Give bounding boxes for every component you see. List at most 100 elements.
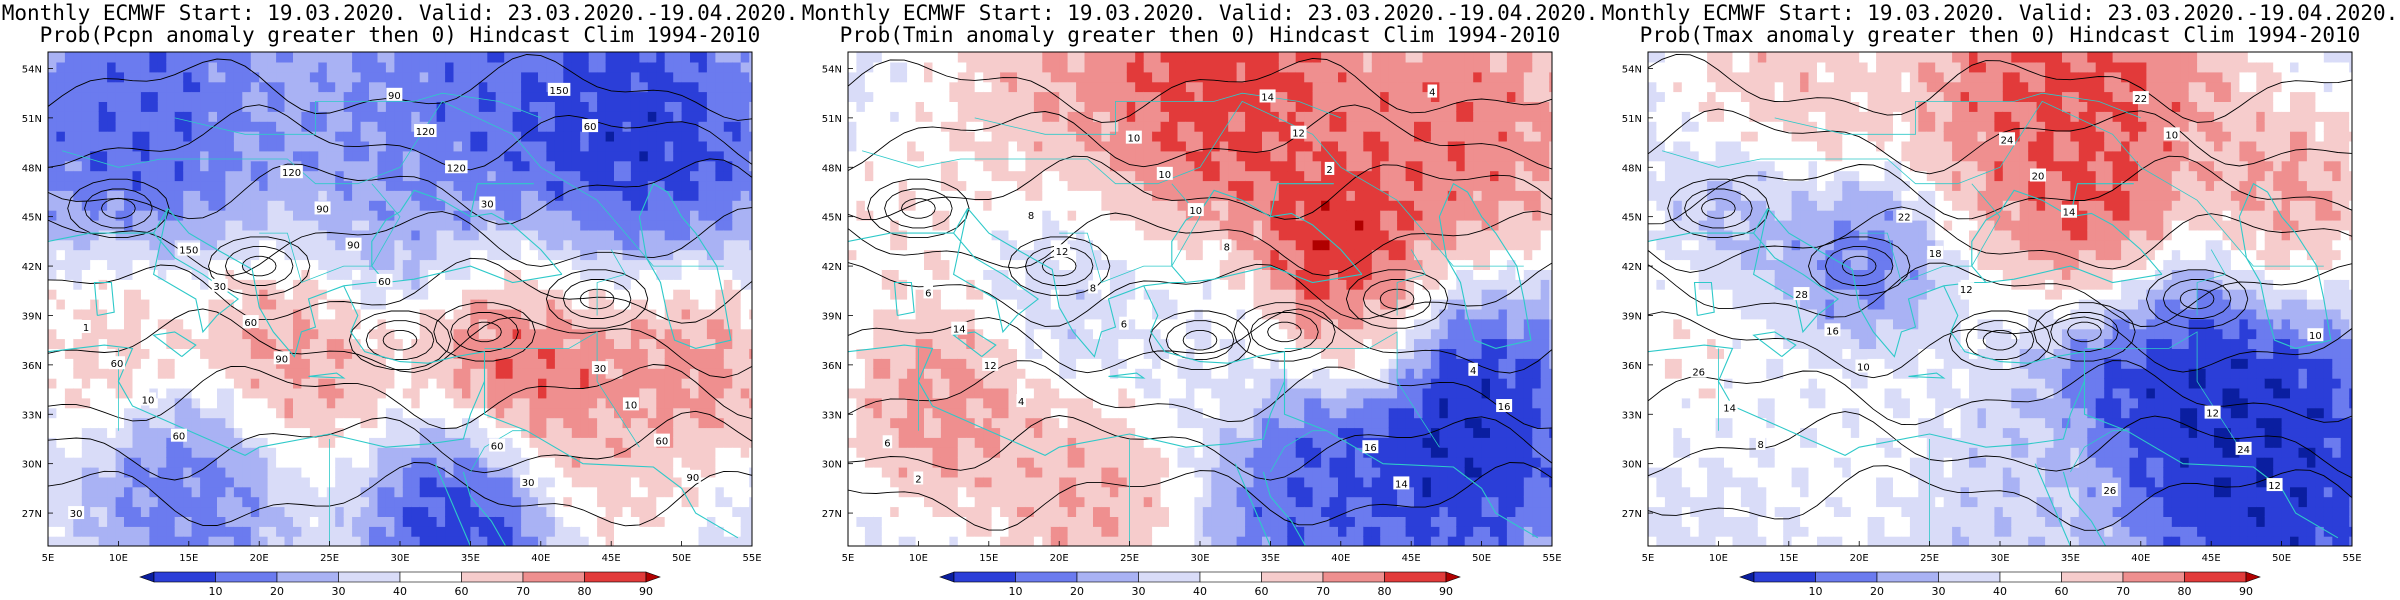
coastlines (1648, 92, 2339, 546)
contour-ring (84, 188, 153, 229)
contour-label-bg (2307, 328, 2324, 342)
contour-ring (101, 198, 136, 219)
contour-label: 6 (884, 438, 890, 449)
colorbar-segment (1876, 571, 1939, 583)
contour-label: 6 (925, 288, 931, 299)
colorbar-segment (953, 571, 1016, 583)
coastline (1438, 182, 1532, 349)
colorbar-segment (1015, 571, 1078, 583)
country-border (259, 183, 401, 284)
contour-label: 150 (550, 86, 569, 97)
contour-label-bg (314, 201, 331, 215)
lat-label: 54N (22, 64, 42, 75)
colorbar-segment (1076, 571, 1139, 583)
contour-label-bg (81, 319, 91, 333)
contour-ring (1841, 255, 1877, 277)
coastline (2034, 463, 2071, 546)
coastline (848, 285, 1286, 457)
colorbar-segment (1753, 571, 1816, 583)
contour-label-bg (68, 506, 85, 520)
map-panel-precipitation: 30 60 90 60 30 60 90 10 60 90 120 150 60 60 30 90 120 30 1… (0, 0, 800, 600)
contour-ring (1362, 279, 1432, 319)
lon-label: 45E (602, 553, 621, 564)
colorbar-tick-label: 60 (455, 585, 469, 598)
contour-label-bg (139, 392, 156, 406)
contour-ring (1701, 198, 1736, 219)
contour-label-bg (2030, 168, 2047, 182)
contour-ring (1948, 310, 2052, 370)
contour-label-bg (1290, 125, 1307, 139)
lon-axis: 5E 10E 15E 20E 25E 30E 35E 40E 45E 50E 55E (42, 541, 762, 564)
contour-label: 60 (491, 442, 504, 453)
country-border (484, 331, 640, 448)
contour-label-bg (1427, 84, 1438, 98)
coastline (1234, 463, 1271, 546)
contour-label: 8 (1028, 211, 1034, 222)
lat-label: 30N (22, 460, 42, 471)
probability-shading (848, 52, 1552, 546)
contour-label: 24 (2237, 445, 2250, 456)
lon-label: 15E (979, 553, 998, 564)
contour-label-bg (489, 438, 506, 452)
contour-label-bg (1125, 130, 1142, 144)
colorbar-segment (1199, 571, 1262, 583)
contour-label: 120 (447, 163, 466, 174)
contour-ring (1148, 310, 1252, 370)
colorbar-tick-label: 60 (1255, 585, 1269, 598)
probability-shading (1648, 52, 2352, 546)
lon-axis: 5E 10E 15E 20E 25E 30E 35E 40E 45E 50E 55E (1642, 541, 2362, 564)
lat-label: 48N (1622, 163, 1642, 174)
lat-axis: 54N 51N 48N 45N 42N 39N 36N 33N 30N 27N (1622, 64, 1653, 520)
contour-label-bg (242, 315, 259, 329)
lat-label: 45N (22, 213, 42, 224)
colorbar-tick-label: 70 (2116, 585, 2130, 598)
contour-label: 120 (282, 168, 301, 179)
panel-title-line2: Prob(Tmin anomaly greater then 0) Hindca… (839, 23, 1561, 47)
contour-ring (1345, 269, 1449, 329)
contour-labels: 30 60 90 60 30 60 90 10 60 90 120 150 60 60 30 90 120 30 1… (68, 82, 701, 520)
climatology-contours (48, 54, 752, 527)
contour-label: 18 (1929, 249, 1942, 260)
lat-label: 30N (822, 460, 842, 471)
contour-label-bg (2101, 483, 2118, 497)
contour-label: 30 (481, 199, 494, 210)
contour-line (48, 364, 752, 430)
contour-line (848, 262, 1552, 327)
contour-ring (579, 288, 615, 310)
lon-label: 20E (1050, 553, 1069, 564)
contour-label: 4 (1429, 88, 1435, 99)
coastline (893, 281, 915, 317)
country-border (1284, 331, 1440, 448)
contour-label: 22 (1898, 213, 1911, 224)
colorbar-segment (2061, 571, 2124, 583)
contour-line (48, 158, 752, 225)
contour-label-bg (582, 119, 599, 133)
lon-label: 50E (672, 553, 691, 564)
colorbar-arrow-right (2245, 571, 2261, 583)
contour-label: 90 (347, 241, 360, 252)
map-graphic: 2 4 6 8 2 4 6 12 8 10 12 14 16 14 12 10 14 16 4 6 8 10 54N 51N 4… (822, 51, 1562, 598)
contour-label: 26 (1692, 367, 1705, 378)
lon-label: 15E (1779, 553, 1798, 564)
country-border (1661, 100, 2324, 267)
contour-label-bg (1999, 132, 2016, 146)
contour-label: 90 (388, 91, 401, 102)
contour-line (1648, 465, 2352, 531)
contour-label: 60 (244, 318, 257, 329)
contour-label: 12 (2268, 481, 2281, 492)
coastline (483, 381, 739, 539)
lat-label: 39N (822, 311, 842, 322)
lat-label: 36N (822, 361, 842, 372)
lon-label: 25E (320, 553, 339, 564)
contour-label: 16 (1364, 443, 1377, 454)
contour-ring (1041, 255, 1077, 277)
lat-label: 33N (822, 410, 842, 421)
lat-label: 27N (1622, 509, 1642, 520)
contour-ring (224, 246, 294, 286)
climatology-contours (1648, 53, 2352, 531)
contour-label-bg (591, 361, 608, 375)
coastline (1752, 331, 1797, 358)
lat-label: 48N (822, 163, 842, 174)
coastline (952, 331, 997, 358)
panel-title-line1: Monthly ECMWF Start: 19.03.2020. Valid: … (801, 1, 1599, 25)
